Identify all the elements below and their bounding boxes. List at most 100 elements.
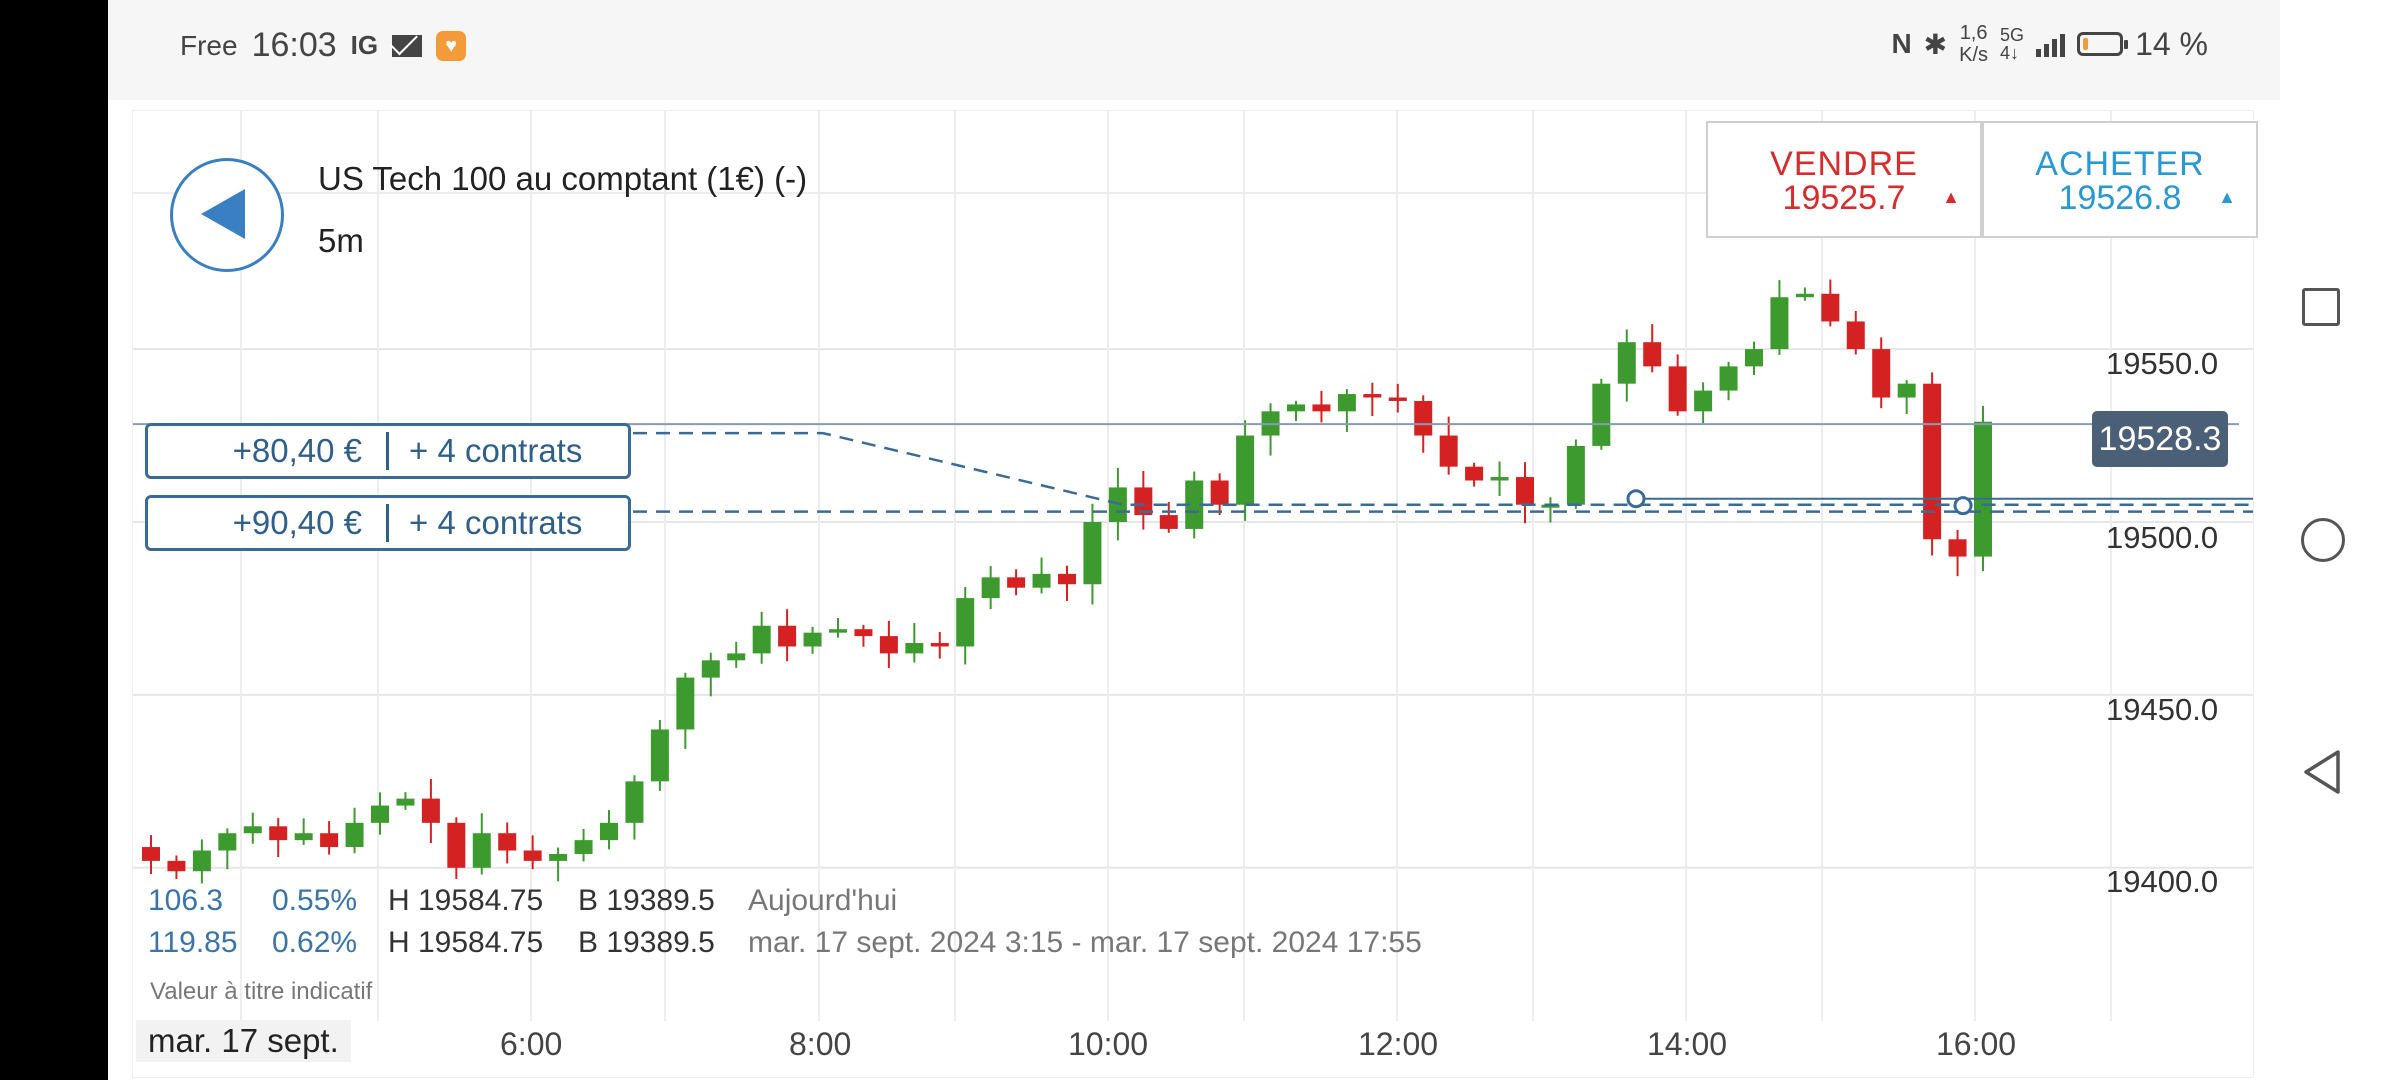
network-speed: 1,6 K/s xyxy=(1959,22,1988,66)
x-tick-label: 14:00 xyxy=(1647,1026,1728,1062)
candle-up xyxy=(803,632,822,647)
candle-up xyxy=(1795,293,1814,298)
candle-down xyxy=(1643,342,1662,367)
change-percent: 0.55% xyxy=(272,884,358,917)
price-chart[interactable] xyxy=(133,111,2253,1077)
position-qty: + 4 contrats xyxy=(409,432,583,469)
current-price-tag: 19528.3 xyxy=(2092,411,2228,467)
x-tick-label: 6:00 xyxy=(500,1026,563,1062)
candle-down xyxy=(1159,515,1178,529)
candle-down xyxy=(447,822,466,868)
candle-up xyxy=(1745,349,1763,367)
low-value: B 19389.5 xyxy=(578,884,715,917)
stats-today: 106.3 0.55% H 19584.75 B 19389.5 Aujourd… xyxy=(148,884,897,918)
candle-down xyxy=(930,643,949,647)
app-notification-icon: ♥ xyxy=(436,30,467,61)
candle-down xyxy=(1414,400,1433,436)
candle-up xyxy=(1770,297,1789,350)
buy-up-arrow-icon: ▲ xyxy=(2218,187,2236,207)
speed-value: 1,6 xyxy=(1959,22,1988,44)
status-bar: Free 16:03 IG ♥ N ✱ 1,6 K/s 5G 4↓ 14 % xyxy=(108,0,2280,100)
chart-panel[interactable] xyxy=(132,110,2254,1078)
candle-up xyxy=(701,660,720,678)
buy-price: 19526.8 xyxy=(2058,179,2182,217)
candle-down xyxy=(1516,477,1534,505)
candle-up xyxy=(1592,383,1611,446)
candle-down xyxy=(1312,404,1331,412)
candle-down xyxy=(1948,539,1967,557)
position-divider xyxy=(386,504,389,542)
network-type: 5G 4↓ xyxy=(2000,26,2024,62)
speed-unit: K/s xyxy=(1959,44,1989,66)
candle-down xyxy=(1210,480,1229,505)
x-tick-label: 16:00 xyxy=(1936,1026,2017,1062)
battery-icon xyxy=(2077,32,2129,56)
position-pnl: +80,40 € xyxy=(232,432,362,469)
back-arrow-icon[interactable] xyxy=(170,158,284,272)
candle-up xyxy=(1617,342,1636,384)
candle-up xyxy=(574,840,593,854)
indicative-note: Valeur à titre indicatif xyxy=(150,978,373,1005)
network-type-bottom: 4↓ xyxy=(2000,43,2020,63)
y-tick-label: 19400.0 xyxy=(2106,864,2219,899)
sell-up-arrow-icon: ▲ xyxy=(1942,187,1960,207)
battery-percent: 14 % xyxy=(2135,25,2208,62)
candle-down xyxy=(1821,293,1840,322)
candle-down xyxy=(1388,397,1407,401)
nfc-icon: N xyxy=(1891,28,1912,59)
candle-up xyxy=(371,805,389,823)
status-left: Free 16:03 IG ♥ xyxy=(180,26,467,65)
position-marker xyxy=(1953,496,1973,516)
sell-price: 19525.7 xyxy=(1782,179,1906,217)
candle-up xyxy=(345,822,364,848)
candle-up xyxy=(1490,477,1509,481)
candle-down xyxy=(1872,349,1891,398)
candle-down xyxy=(1058,573,1076,585)
high-value: H 19584.75 xyxy=(388,926,544,959)
ig-notification-icon: IG xyxy=(350,30,379,60)
candle-down xyxy=(1668,366,1687,412)
battery-fill xyxy=(2083,38,2088,50)
candle-up xyxy=(625,781,644,823)
position-label[interactable]: +90,40 € + 4 contrats xyxy=(145,495,631,551)
back-nav-icon[interactable] xyxy=(2298,748,2346,796)
change-value: 119.85 xyxy=(148,926,238,959)
candle-up xyxy=(1032,573,1051,588)
candle-up xyxy=(752,625,771,654)
candle-up xyxy=(243,826,262,834)
timeframe-label[interactable]: 5m xyxy=(318,222,364,259)
position-label[interactable]: +80,40 € + 4 contrats xyxy=(145,423,631,479)
candle-down xyxy=(498,833,517,851)
candle-down xyxy=(1846,321,1865,350)
candle-up xyxy=(600,822,618,841)
y-tick-label: 19550.0 xyxy=(2106,346,2219,381)
instrument-name: US Tech 100 au comptant (1€) (-) xyxy=(318,160,808,197)
candle-up xyxy=(1566,445,1585,505)
candle-down xyxy=(1007,577,1026,588)
low-value: B 19389.5 xyxy=(578,926,715,959)
network-type-top: 5G xyxy=(2000,25,2025,45)
candle-down xyxy=(1465,466,1484,481)
candle-up xyxy=(396,798,415,806)
period-label: Aujourd'hui xyxy=(748,884,898,917)
sell-button[interactable]: VENDRE 19525.7 ▲ xyxy=(1706,121,1982,238)
candle-down xyxy=(1923,383,1942,540)
high-value: H 19584.75 xyxy=(388,884,544,917)
candle-up xyxy=(650,729,669,782)
recent-apps-icon[interactable] xyxy=(2302,288,2340,326)
position-pnl: +90,40 € xyxy=(232,504,362,541)
system-nav-bar xyxy=(2280,0,2388,1080)
candle-up xyxy=(676,677,695,730)
candle-down xyxy=(142,847,160,861)
signal-strength-icon xyxy=(2036,31,2066,57)
home-icon[interactable] xyxy=(2301,518,2345,562)
candle-down xyxy=(1439,435,1458,467)
candle-up xyxy=(1541,504,1560,508)
y-tick-label: 19500.0 xyxy=(2106,520,2219,555)
candle-down xyxy=(421,798,440,823)
candle-up xyxy=(1185,480,1204,529)
change-percent: 0.62% xyxy=(272,926,358,959)
change-value: 106.3 xyxy=(148,884,224,917)
candle-up xyxy=(1337,394,1356,412)
buy-button[interactable]: ACHETER 19526.8 ▲ xyxy=(1982,121,2258,238)
